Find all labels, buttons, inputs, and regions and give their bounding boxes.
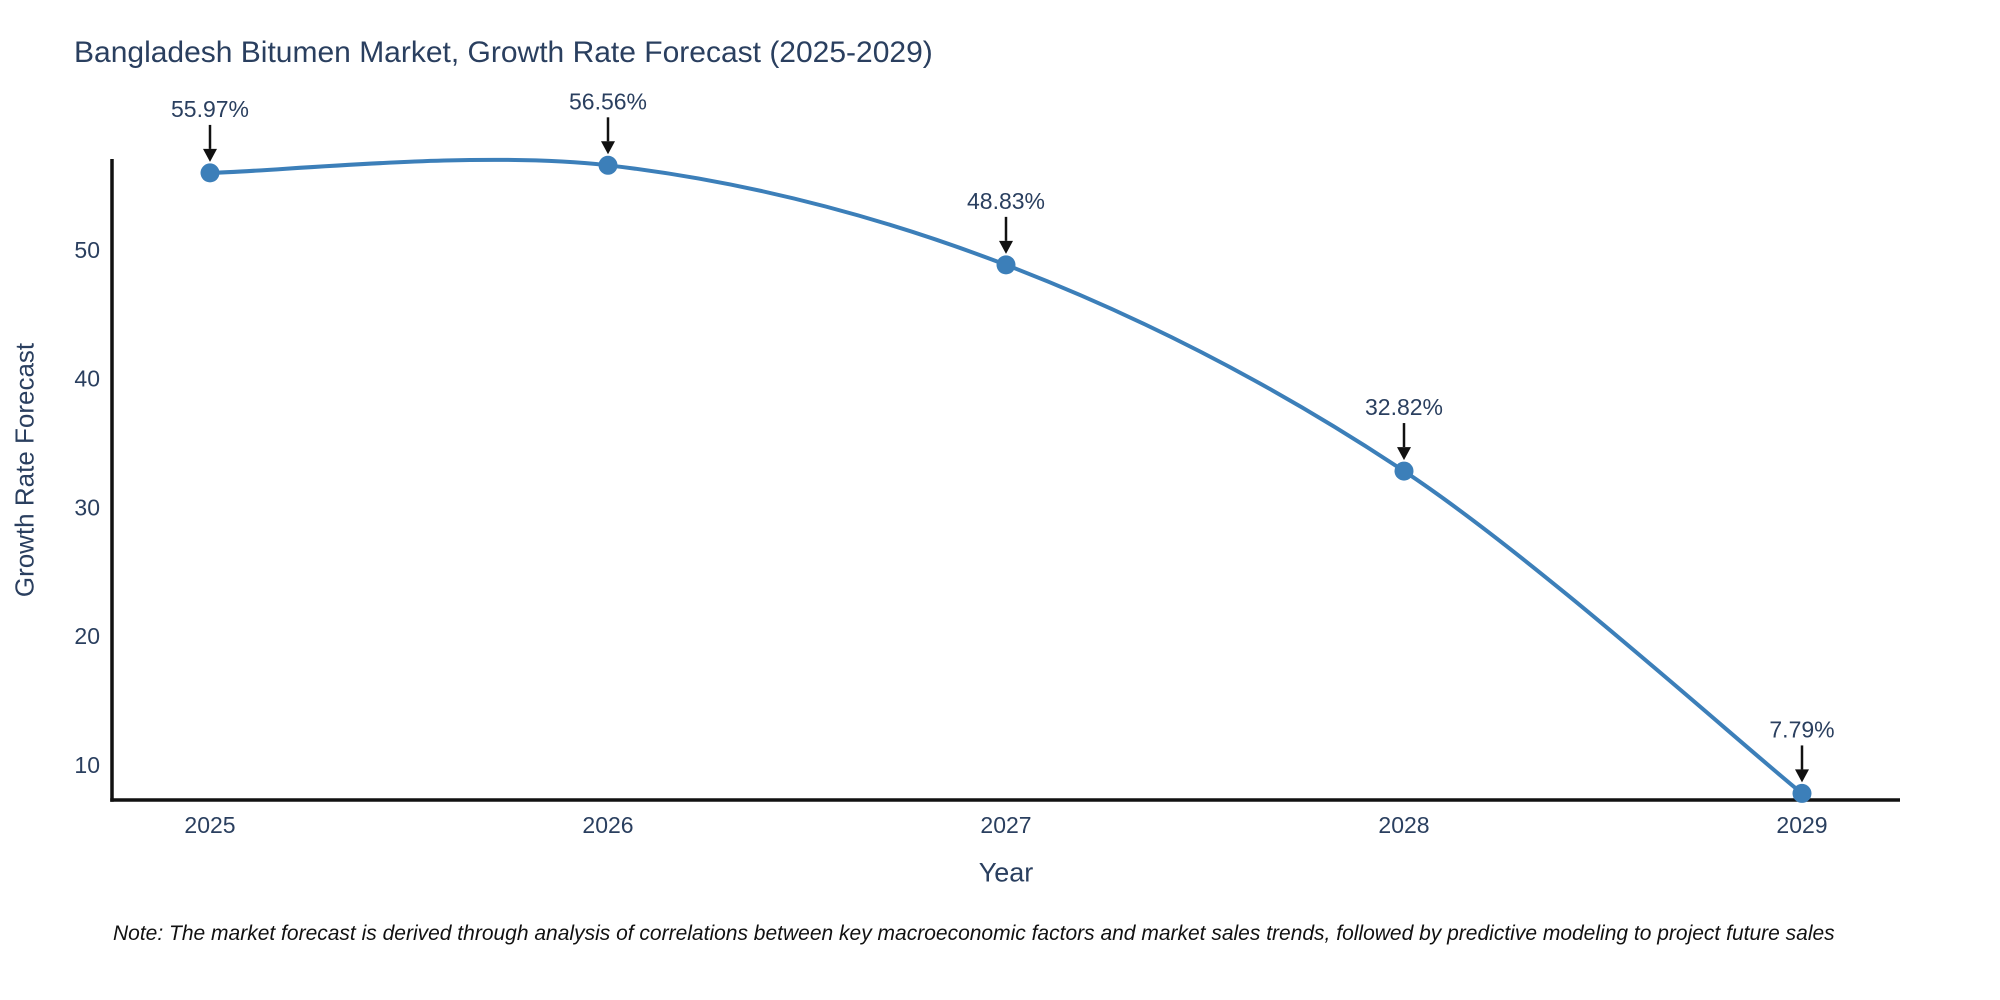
x-axis-title: Year [978,857,1034,888]
x-tick-label-2029: 2029 [1776,812,1827,838]
data-point-2027[interactable] [996,255,1016,275]
footnote: Note: The market forecast is derived thr… [113,922,1835,945]
annotation-arrowhead-2028 [1397,447,1411,461]
y-tick-label-50: 50 [74,237,100,263]
annotation-arrowhead-2025 [203,148,217,162]
y-axis-title: Growth Rate Forecast [9,342,40,598]
annotation-label-2026: 56.56% [569,88,647,114]
y-tick-label-40: 40 [74,366,100,392]
x-tick-label-2026: 2026 [582,812,633,838]
annotation-label-2027: 48.83% [967,188,1045,214]
data-point-2028[interactable] [1394,461,1414,481]
data-point-2026[interactable] [598,155,618,175]
trend-line [209,157,1804,795]
y-tick-label-10: 10 [74,752,100,778]
annotation-label-2029: 7.79% [1769,716,1834,742]
chart-title: Bangladesh Bitumen Market, Growth Rate F… [74,36,933,69]
annotation-arrowhead-2026 [601,141,615,155]
annotation-arrowhead-2029 [1795,769,1809,783]
annotation-label-2025: 55.97% [171,96,249,122]
annotation-label-2028: 32.82% [1365,394,1443,420]
x-tick-label-2028: 2028 [1378,812,1429,838]
x-tick-label-2027: 2027 [980,812,1031,838]
annotation-arrowhead-2027 [999,240,1013,254]
y-tick-label-20: 20 [74,623,100,649]
y-tick-label-30: 30 [74,494,100,520]
data-point-2029[interactable] [1792,783,1812,803]
x-tick-label-2025: 2025 [184,812,235,838]
data-point-2025[interactable] [200,163,220,183]
